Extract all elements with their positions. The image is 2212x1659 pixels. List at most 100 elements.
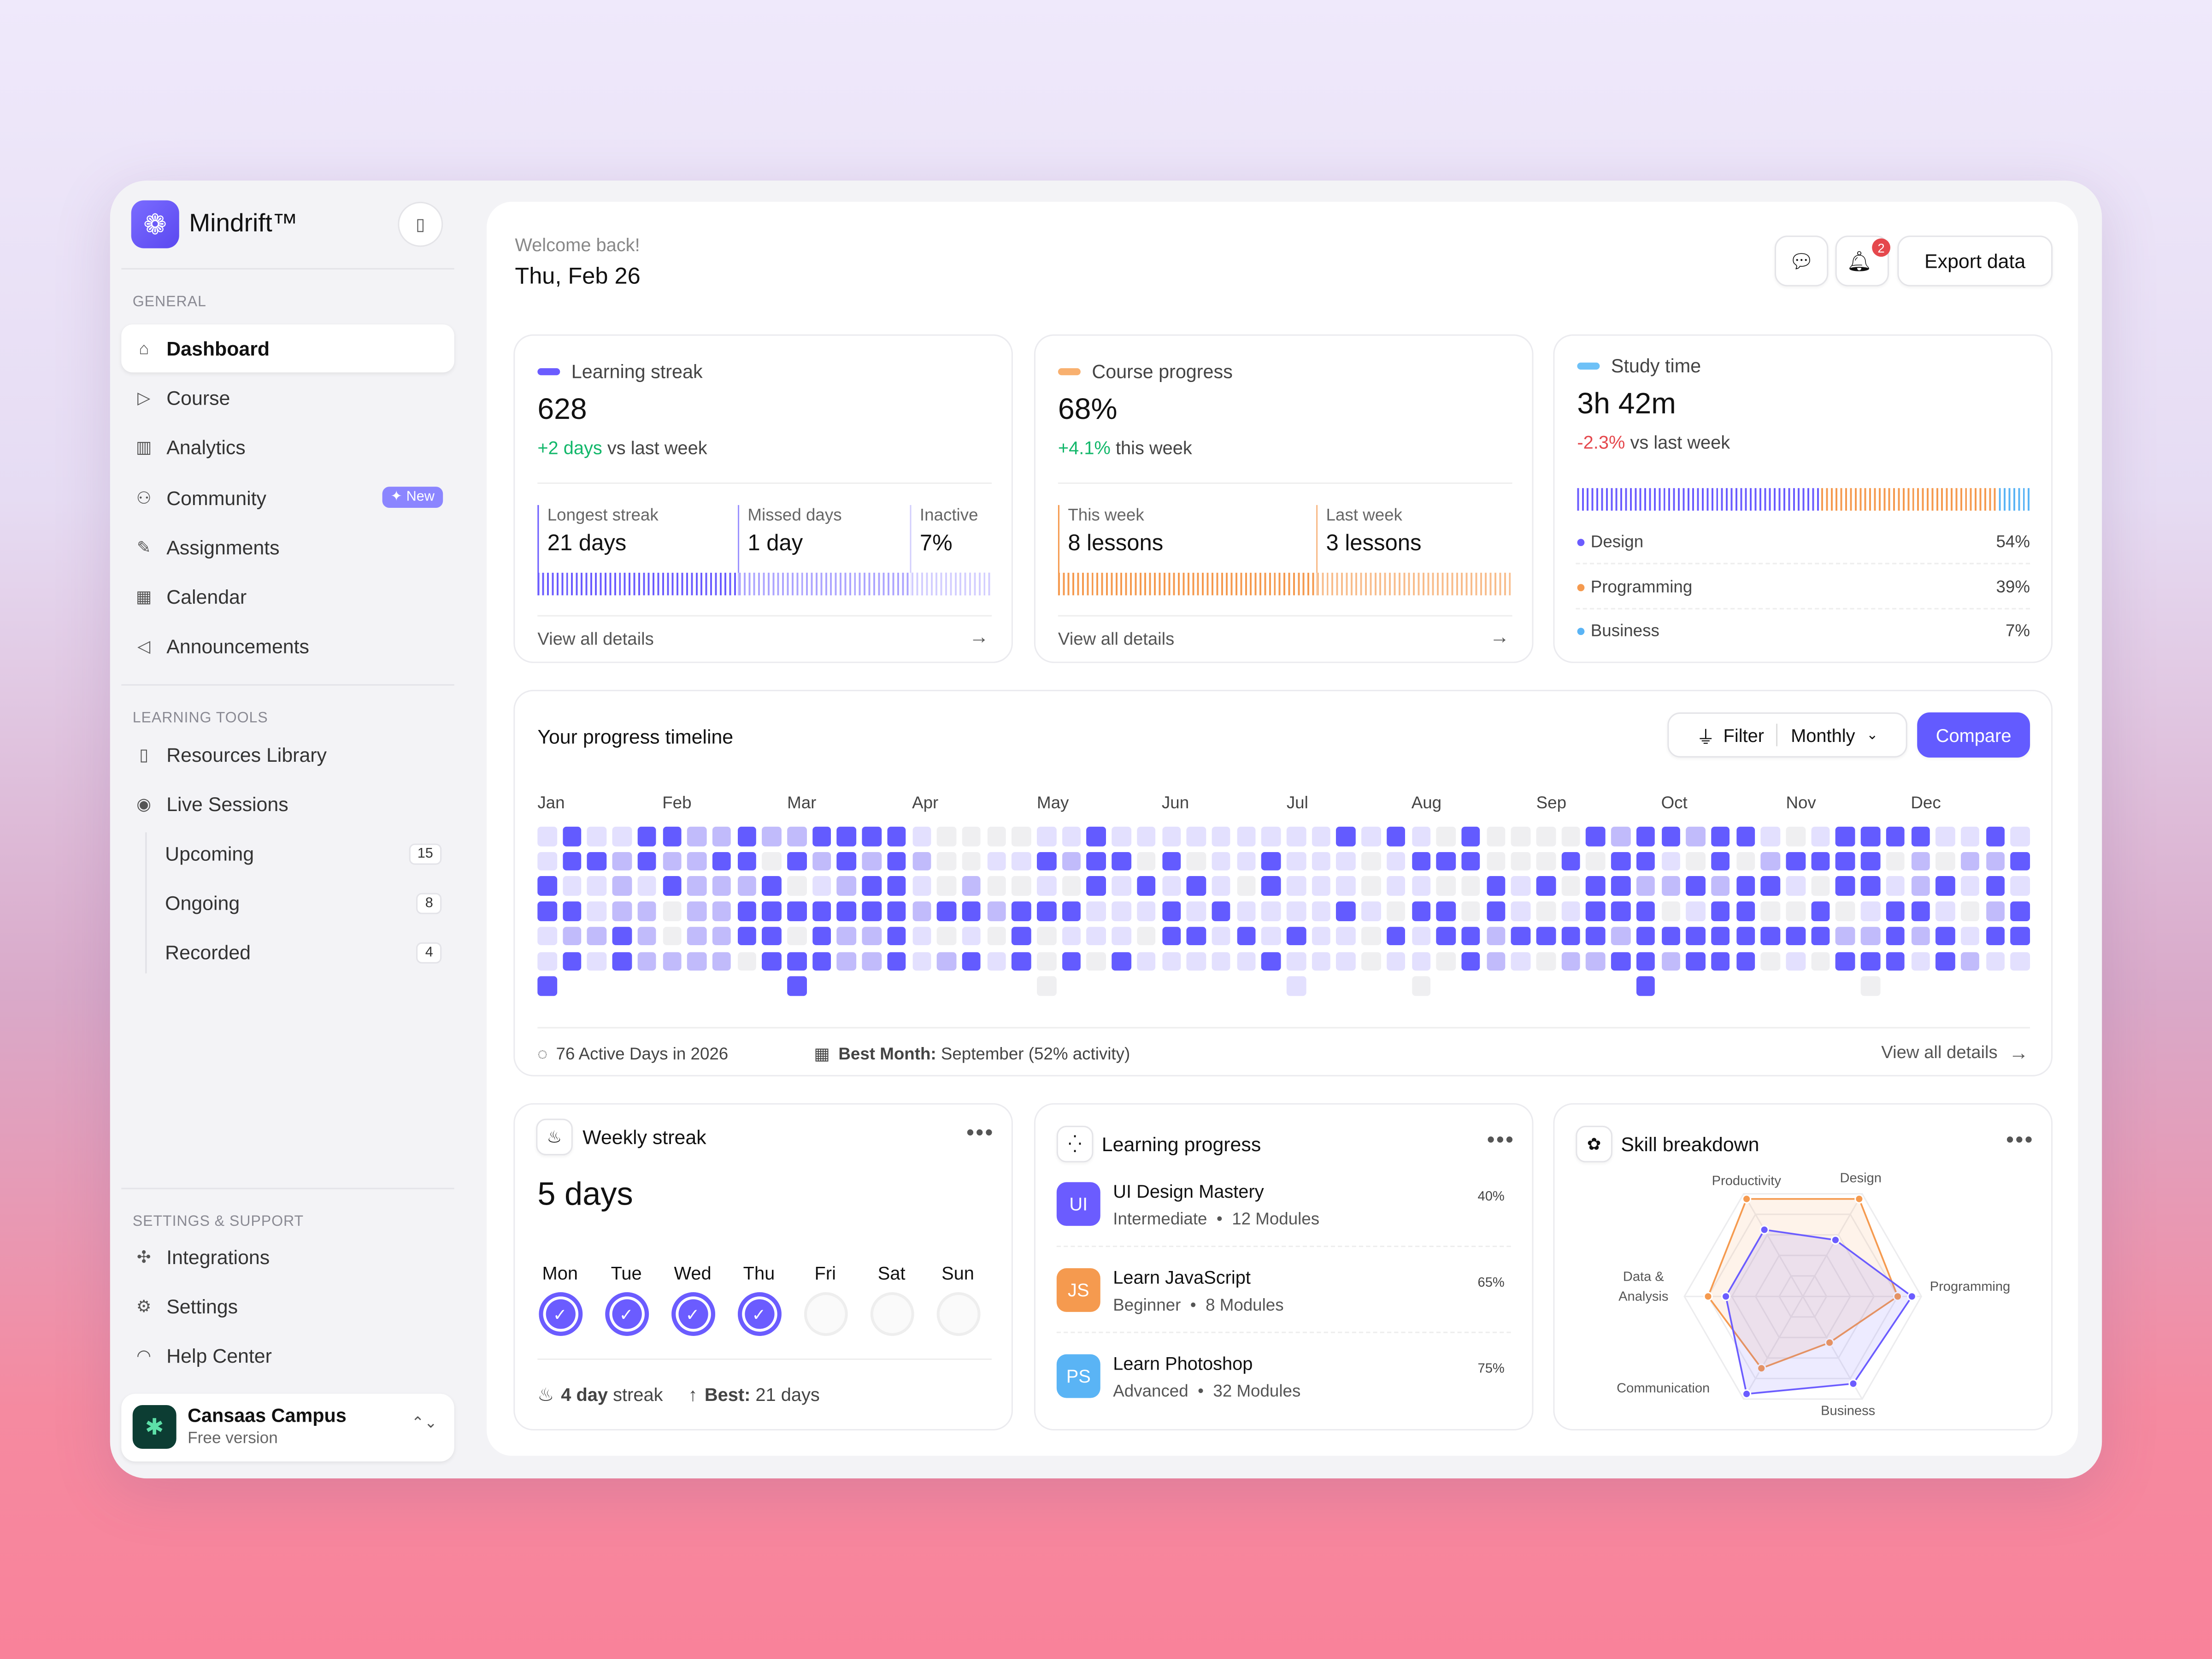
sidebar-item-course[interactable]: ▷ Course: [121, 374, 454, 422]
heatmap-cell[interactable]: [962, 877, 981, 896]
heatmap-cell[interactable]: [887, 901, 906, 921]
heatmap-cell[interactable]: [1161, 951, 1181, 971]
heatmap-cell[interactable]: [1436, 901, 1456, 921]
heatmap-cell[interactable]: [1161, 877, 1181, 896]
heatmap-cell[interactable]: [637, 852, 657, 871]
heatmap-cell[interactable]: [1661, 877, 1680, 896]
heatmap-cell[interactable]: [1761, 901, 1780, 921]
heatmap-cell[interactable]: [812, 926, 831, 946]
heatmap-cell[interactable]: [1286, 826, 1306, 846]
heatmap-cell[interactable]: [1286, 901, 1306, 921]
sidebar-item-calendar[interactable]: ▦ Calendar: [121, 573, 454, 621]
heatmap-cell[interactable]: [712, 852, 731, 871]
heatmap-cell[interactable]: [1012, 826, 1031, 846]
heatmap-cell[interactable]: [1236, 877, 1256, 896]
heatmap-cell[interactable]: [737, 901, 757, 921]
heatmap-cell[interactable]: [1861, 951, 1880, 971]
heatmap-cell[interactable]: [1212, 877, 1231, 896]
radar-point[interactable]: [1721, 1292, 1731, 1301]
heatmap-cell[interactable]: [1161, 826, 1181, 846]
radar-point[interactable]: [1741, 1194, 1752, 1204]
heatmap-cell[interactable]: [837, 877, 856, 896]
heatmap-cell[interactable]: [1062, 877, 1081, 896]
heatmap-cell[interactable]: [1861, 852, 1880, 871]
heatmap-cell[interactable]: [1187, 877, 1206, 896]
heatmap-cell[interactable]: [1411, 877, 1431, 896]
heatmap-cell[interactable]: [1911, 877, 1930, 896]
heatmap-cell[interactable]: [837, 852, 856, 871]
heatmap-cell[interactable]: [1736, 951, 1755, 971]
heatmap-cell[interactable]: [1361, 826, 1381, 846]
heatmap-cell[interactable]: [1911, 852, 1930, 871]
heatmap-cell[interactable]: [587, 852, 606, 871]
heatmap-cell[interactable]: [1112, 852, 1131, 871]
heatmap-cell[interactable]: [1436, 852, 1456, 871]
heatmap-cell[interactable]: [1012, 951, 1031, 971]
heatmap-cell[interactable]: [1761, 926, 1780, 946]
heatmap-cell[interactable]: [1236, 901, 1256, 921]
heatmap-cell[interactable]: [1611, 901, 1630, 921]
heatmap-cell[interactable]: [1411, 826, 1431, 846]
heatmap-cell[interactable]: [1936, 826, 1955, 846]
heatmap-cell[interactable]: [587, 826, 606, 846]
heatmap-cell[interactable]: [1336, 852, 1356, 871]
heatmap-cell[interactable]: [812, 852, 831, 871]
heatmap-cell[interactable]: [737, 852, 757, 871]
heatmap-cell[interactable]: [612, 826, 632, 846]
heatmap-cell[interactable]: [962, 826, 981, 846]
sidebar-item-upcoming[interactable]: Upcoming 15: [121, 830, 454, 877]
heatmap-cell[interactable]: [1486, 852, 1506, 871]
heatmap-cell[interactable]: [862, 926, 882, 946]
heatmap-cell[interactable]: [1486, 926, 1506, 946]
heatmap-cell[interactable]: [1361, 877, 1381, 896]
heatmap-cell[interactable]: [2011, 826, 2030, 846]
heatmap-cell[interactable]: [1686, 877, 1706, 896]
heatmap-cell[interactable]: [1835, 826, 1855, 846]
heatmap-cell[interactable]: [1286, 852, 1306, 871]
heatmap-cell[interactable]: [662, 877, 682, 896]
heatmap-cell[interactable]: [1811, 951, 1830, 971]
heatmap-cell[interactable]: [1361, 951, 1381, 971]
heatmap-cell[interactable]: [562, 951, 582, 971]
heatmap-cell[interactable]: [862, 901, 882, 921]
heatmap-cell[interactable]: [1686, 926, 1706, 946]
heatmap-cell[interactable]: [1561, 951, 1581, 971]
heatmap-cell[interactable]: [1711, 877, 1730, 896]
heatmap-cell[interactable]: [1187, 826, 1206, 846]
heatmap-cell[interactable]: [1686, 826, 1706, 846]
heatmap-cell[interactable]: [987, 852, 1006, 871]
heatmap-cell[interactable]: [1411, 951, 1431, 971]
heatmap-cell[interactable]: [1711, 926, 1730, 946]
heatmap-cell[interactable]: [762, 951, 782, 971]
heatmap-cell[interactable]: [912, 826, 931, 846]
heatmap-cell[interactable]: [1336, 877, 1356, 896]
heatmap-cell[interactable]: [1461, 901, 1481, 921]
heatmap-cell[interactable]: [1960, 852, 1980, 871]
heatmap-cell[interactable]: [1985, 901, 2005, 921]
arrow-right-icon[interactable]: →: [2009, 1041, 2029, 1064]
heatmap-cell[interactable]: [1736, 901, 1755, 921]
heatmap-cell[interactable]: [1536, 826, 1555, 846]
heatmap-cell[interactable]: [1511, 852, 1530, 871]
heatmap-cell[interactable]: [1661, 852, 1680, 871]
heatmap-cell[interactable]: [1811, 901, 1830, 921]
heatmap-cell[interactable]: [1461, 951, 1481, 971]
heatmap-cell[interactable]: [1036, 951, 1056, 971]
notifications-button[interactable]: 🔔︎ 2: [1835, 235, 1891, 287]
heatmap-cell[interactable]: [1586, 926, 1606, 946]
heatmap-cell[interactable]: [987, 901, 1006, 921]
heatmap-cell[interactable]: [1187, 951, 1206, 971]
messages-button[interactable]: 💬︎: [1774, 235, 1829, 287]
sidebar-item-live-sessions[interactable]: ◉ Live Sessions: [121, 780, 454, 828]
heatmap-cell[interactable]: [1686, 901, 1706, 921]
heatmap-cell[interactable]: [612, 951, 632, 971]
sidebar-item-resources-library[interactable]: ▯ Resources Library: [121, 731, 454, 779]
heatmap-cell[interactable]: [1311, 852, 1331, 871]
heatmap-cell[interactable]: [1611, 826, 1630, 846]
heatmap-cell[interactable]: [1511, 826, 1530, 846]
heatmap-cell[interactable]: [612, 926, 632, 946]
heatmap-cell[interactable]: [1886, 951, 1905, 971]
heatmap-cell[interactable]: [1636, 852, 1655, 871]
filter-label[interactable]: Filter: [1723, 724, 1764, 746]
sidebar-item-dashboard[interactable]: ⌂ Dashboard: [121, 324, 454, 373]
